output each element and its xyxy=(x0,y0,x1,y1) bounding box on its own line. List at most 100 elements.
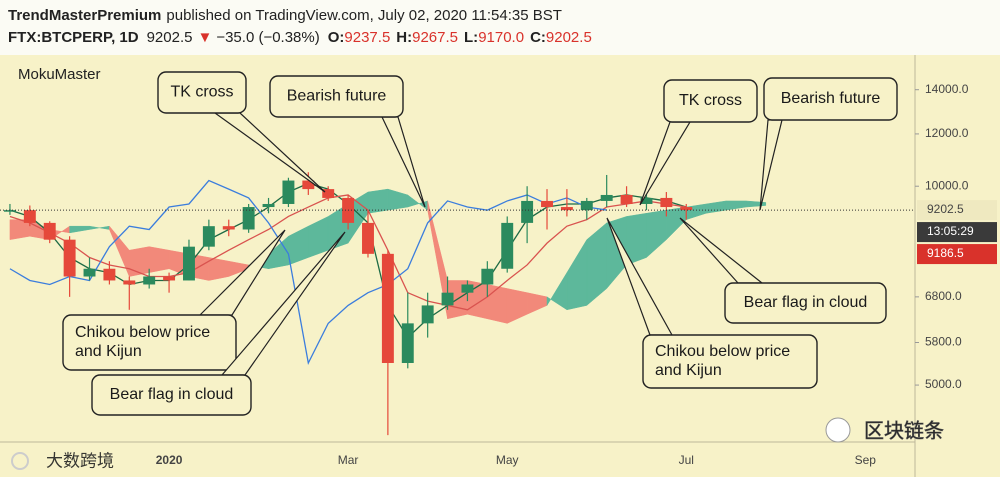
callout-box xyxy=(157,71,247,114)
high-label: H: xyxy=(396,29,412,46)
countdown-tag xyxy=(917,222,997,243)
callout-text: Chikou below price xyxy=(655,343,790,360)
candle-body xyxy=(680,207,693,211)
change: −35.0 (−0.38%) xyxy=(216,29,319,46)
callout-text: TK cross xyxy=(679,92,742,109)
candle-body xyxy=(322,189,335,198)
cloud-segment xyxy=(208,257,229,281)
x-tick-label: Mar xyxy=(338,453,359,467)
candle-body xyxy=(3,210,16,212)
candle-body xyxy=(541,200,553,208)
candle-body xyxy=(302,180,315,190)
last-price-label: 9202.5 xyxy=(927,202,964,216)
author: TrendMasterPremium xyxy=(8,7,161,24)
y-tick-label: 5000.0 xyxy=(925,377,962,391)
callout-box xyxy=(763,77,898,121)
callout-box xyxy=(62,314,237,371)
close-label: C: xyxy=(530,29,546,46)
callout-text: Bearish future xyxy=(287,88,387,105)
low-label: L: xyxy=(464,29,478,46)
candle-body xyxy=(202,226,215,247)
cloud-segment xyxy=(148,246,170,273)
annotations: TK cross Bearish future TK cross Bearish fu… xyxy=(62,71,898,416)
candle-body xyxy=(421,305,434,324)
candle-body xyxy=(481,268,494,285)
callout-text: Bearish future xyxy=(781,90,881,107)
price-axis-bg xyxy=(915,55,1000,477)
arrow: ▼ xyxy=(197,29,212,46)
candle-body xyxy=(282,180,295,204)
candle-body xyxy=(401,323,414,363)
y-tick-label: 12000.0 xyxy=(925,126,969,140)
y-tick-label: 10000.0 xyxy=(925,178,969,192)
indicator-label: MokuMaster xyxy=(18,66,101,83)
last-price-tag xyxy=(917,200,997,221)
candle-body xyxy=(163,276,176,281)
callout-text: and Kijun xyxy=(655,362,722,379)
candle-body xyxy=(521,200,534,223)
axes: 14000.0 12000.0 10000.0 6800.0 5800.0 5000.0 2… xyxy=(156,82,997,467)
candle-body xyxy=(63,239,76,277)
watermark-right: 区块链条 xyxy=(864,419,944,442)
candle-body xyxy=(441,292,454,306)
watermark-icon xyxy=(825,417,851,443)
candle-body xyxy=(560,207,573,211)
second-price-tag xyxy=(917,244,997,265)
candle-body xyxy=(83,268,96,277)
cloud-segment xyxy=(487,284,508,324)
published: published on TradingView.com, July 02, 2… xyxy=(166,7,562,24)
candle-body xyxy=(600,194,613,201)
close: 9202.5 xyxy=(546,29,592,46)
callout-text: Bear flag in cloud xyxy=(110,386,234,403)
candle-body xyxy=(103,268,116,281)
candle-body xyxy=(461,284,474,293)
candle-body xyxy=(660,197,673,208)
header-line-1: TrendMasterPremium published on TradingVi… xyxy=(8,7,562,24)
candle-body xyxy=(123,280,136,285)
y-tick-label: 14000.0 xyxy=(925,82,969,96)
candle-body xyxy=(262,203,275,208)
high: 9267.5 xyxy=(412,29,458,46)
x-tick-label: Jul xyxy=(679,453,694,467)
time-axis-bg xyxy=(0,442,915,477)
y-tick-label: 6800.0 xyxy=(925,289,962,303)
callout-text: Bear flag in cloud xyxy=(744,294,868,311)
candle-body xyxy=(381,253,394,363)
callout-box xyxy=(642,334,818,389)
cloud-segment xyxy=(626,212,647,266)
callout-text: TK cross xyxy=(170,84,233,101)
callout-box xyxy=(724,282,887,324)
candle-body xyxy=(43,222,56,240)
plot xyxy=(0,172,915,436)
callout-box xyxy=(663,79,758,123)
open-label: O: xyxy=(328,29,345,46)
watermark-left: 大数跨境 xyxy=(46,451,114,470)
low: 9170.0 xyxy=(478,29,524,46)
candle-body xyxy=(620,194,633,204)
header-bg xyxy=(0,0,1000,55)
callout-box xyxy=(91,374,252,416)
second-price-label: 9186.5 xyxy=(927,246,964,260)
candle-body xyxy=(362,222,374,254)
x-tick-label: 2020 xyxy=(156,453,183,467)
indicator-line xyxy=(9,179,607,366)
y-tick-label: 5800.0 xyxy=(925,335,962,349)
symbol: FTX:BTCPERP, 1D xyxy=(8,29,139,46)
callout-box xyxy=(269,75,404,118)
candle-body xyxy=(143,276,156,285)
x-tick-label: May xyxy=(496,453,519,467)
last: 9202.5 xyxy=(147,29,193,46)
candle-body xyxy=(640,197,653,204)
watermark-icon xyxy=(11,452,29,470)
countdown-label: 13:05:29 xyxy=(927,224,974,238)
callout-text: and Kijun xyxy=(75,343,142,360)
candle-body xyxy=(183,246,195,281)
candle-body xyxy=(222,226,235,230)
x-tick-label: Sep xyxy=(855,453,877,467)
header-line-2: FTX:BTCPERP, 1D 9202.5 ▼ −35.0 (−0.38%) O:92… xyxy=(8,29,592,46)
candle-body xyxy=(23,210,36,223)
candle-body xyxy=(580,200,593,211)
candle-body xyxy=(242,207,255,230)
